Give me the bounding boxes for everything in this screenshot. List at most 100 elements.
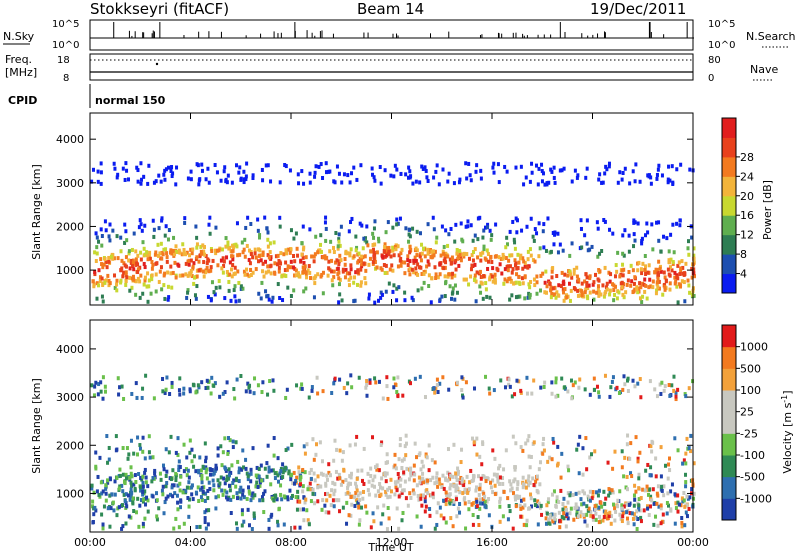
echo-cell bbox=[344, 251, 348, 256]
echo-cell bbox=[417, 497, 421, 502]
echo-cell bbox=[266, 244, 270, 249]
echo-cell bbox=[132, 267, 136, 272]
echo-cell bbox=[105, 265, 109, 270]
echo-cell bbox=[621, 510, 625, 515]
echo-cell bbox=[447, 232, 451, 237]
echo-cell bbox=[434, 386, 438, 391]
echo-cell bbox=[457, 254, 461, 259]
echo-cell bbox=[358, 498, 362, 503]
echo-cell bbox=[552, 165, 556, 170]
echo-cell bbox=[256, 383, 260, 388]
echo-cell bbox=[371, 478, 375, 483]
echo-cell bbox=[655, 172, 659, 177]
echo-cell bbox=[541, 271, 545, 276]
echo-cell bbox=[513, 467, 517, 472]
echo-cell bbox=[479, 258, 483, 263]
echo-cell bbox=[158, 251, 162, 256]
echo-cell bbox=[157, 173, 161, 178]
echo-cell bbox=[91, 520, 95, 525]
echo-cell bbox=[510, 253, 514, 258]
echo-cell bbox=[188, 253, 192, 258]
echo-cell bbox=[526, 438, 530, 443]
echo-cell bbox=[266, 163, 270, 168]
echo-cell bbox=[152, 180, 156, 185]
echo-cell bbox=[230, 463, 234, 468]
echo-cell bbox=[531, 476, 535, 481]
echo-cell bbox=[141, 449, 145, 454]
echo-cell bbox=[240, 512, 244, 517]
echo-cell bbox=[546, 459, 550, 464]
echo-cell bbox=[95, 281, 99, 286]
echo-cell bbox=[200, 162, 204, 167]
echo-cell bbox=[226, 476, 230, 481]
echo-cell bbox=[476, 474, 480, 479]
echo-cell bbox=[349, 373, 353, 378]
echo-cell bbox=[569, 506, 573, 511]
echo-cell bbox=[404, 433, 408, 438]
echo-cell bbox=[117, 486, 121, 491]
echo-cell bbox=[330, 390, 334, 395]
echo-cell bbox=[189, 177, 193, 182]
echo-cell bbox=[324, 510, 328, 515]
echo-cell bbox=[391, 245, 395, 250]
echo-cell bbox=[403, 260, 407, 265]
echo-cell bbox=[576, 442, 580, 447]
echo-cell bbox=[487, 513, 491, 518]
echo-cell bbox=[229, 298, 233, 303]
echo-cell bbox=[565, 295, 569, 300]
echo-cell bbox=[337, 237, 341, 242]
echo-cell bbox=[449, 516, 453, 521]
echo-cell bbox=[575, 265, 579, 270]
echo-cell bbox=[224, 466, 228, 471]
echo-cell bbox=[469, 468, 473, 473]
echo-cell bbox=[625, 502, 629, 507]
echo-cell bbox=[228, 272, 232, 277]
x-tick-label: 16:00 bbox=[476, 536, 508, 549]
echo-cell bbox=[301, 489, 305, 494]
echo-cell bbox=[551, 266, 555, 271]
echo-cell bbox=[104, 491, 108, 496]
echo-cell bbox=[489, 237, 493, 242]
echo-cell bbox=[521, 266, 525, 271]
echo-cell bbox=[380, 440, 384, 445]
echo-cell bbox=[479, 176, 483, 181]
echo-cell bbox=[414, 246, 418, 251]
echo-cell bbox=[483, 494, 487, 499]
echo-cell bbox=[532, 440, 536, 445]
echo-cell bbox=[494, 254, 498, 259]
echo-cell bbox=[426, 491, 430, 496]
echo-cell bbox=[572, 271, 576, 276]
echo-cell bbox=[170, 285, 174, 290]
echo-cell bbox=[262, 491, 266, 496]
echo-cell bbox=[604, 164, 608, 169]
echo-cell bbox=[474, 497, 478, 502]
echo-cell bbox=[373, 465, 377, 470]
echo-cell bbox=[505, 279, 509, 284]
echo-cell bbox=[400, 458, 404, 463]
echo-cell bbox=[191, 382, 195, 387]
echo-cell bbox=[241, 250, 245, 255]
echo-cell bbox=[262, 510, 266, 515]
echo-cell bbox=[370, 166, 374, 171]
echo-cell bbox=[261, 269, 265, 274]
echo-cell bbox=[414, 179, 418, 184]
echo-cell bbox=[612, 298, 616, 303]
echo-cell bbox=[475, 452, 479, 457]
echo-cell bbox=[452, 181, 456, 186]
echo-cell bbox=[553, 285, 557, 290]
echo-cell bbox=[465, 252, 469, 257]
echo-cell bbox=[288, 265, 292, 270]
echo-cell bbox=[196, 485, 200, 490]
echo-cell bbox=[608, 292, 612, 297]
echo-cell bbox=[302, 518, 306, 523]
echo-cell bbox=[400, 466, 404, 471]
echo-cell bbox=[120, 483, 124, 488]
echo-cell bbox=[460, 237, 464, 242]
echo-cell bbox=[139, 250, 143, 255]
echo-cell bbox=[257, 259, 261, 264]
echo-cell bbox=[356, 468, 360, 473]
echo-cell bbox=[385, 384, 389, 389]
echo-cell bbox=[582, 501, 586, 506]
echo-cell bbox=[261, 250, 265, 255]
echo-cell bbox=[231, 439, 235, 444]
